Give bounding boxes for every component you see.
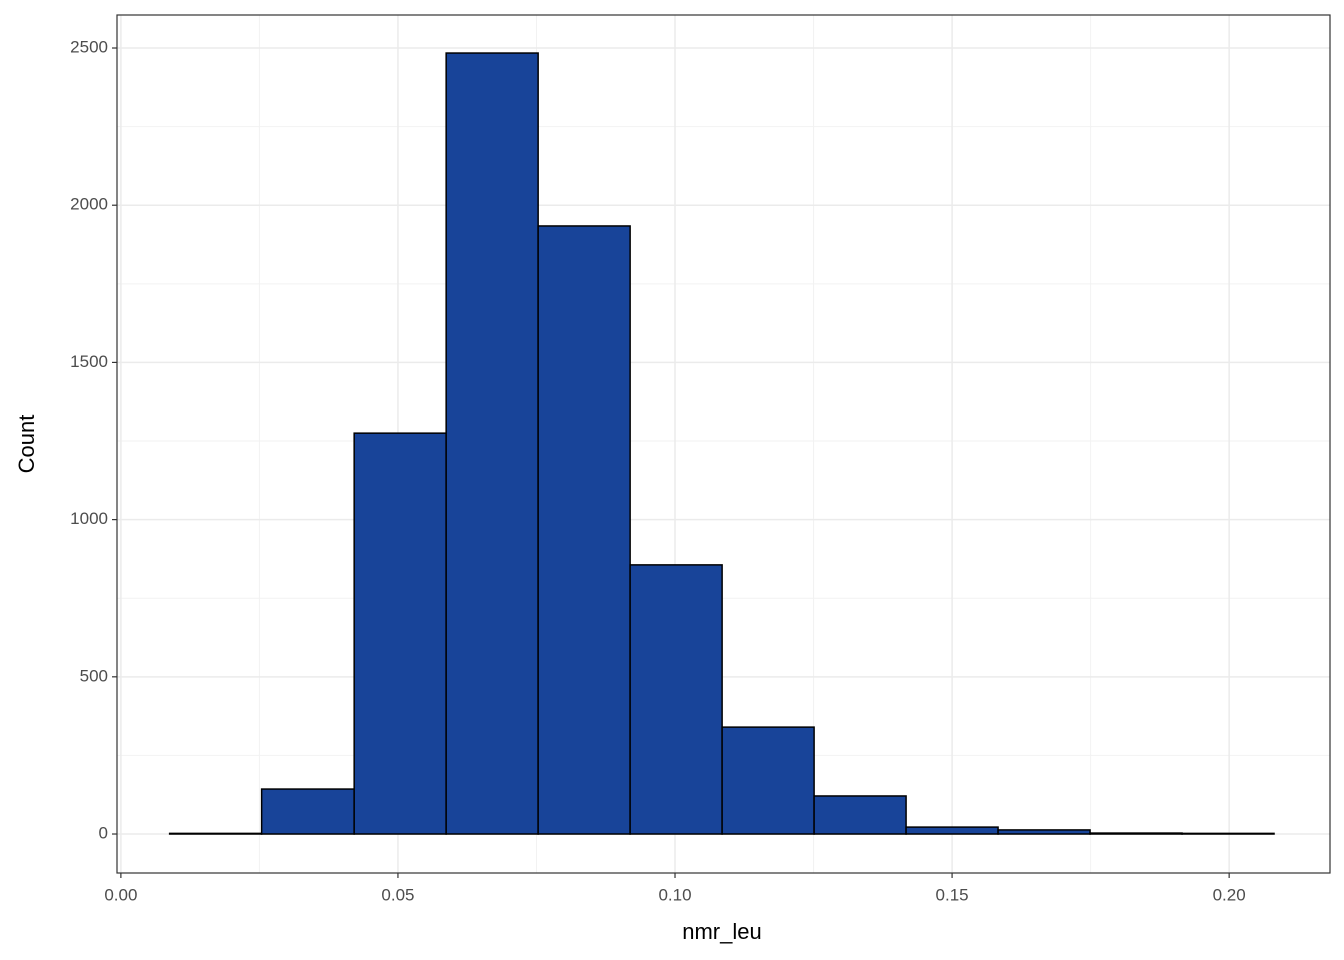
x-tick-label: 0.20 — [1213, 885, 1246, 904]
y-tick-label: 1500 — [70, 352, 108, 371]
axes: 0.00 0.05 0.10 0.15 0.20 0 500 1000 1500 2000 2500 — [70, 37, 1246, 904]
y-tick-label: 2000 — [70, 195, 108, 214]
bar — [813, 795, 907, 835]
bar — [260, 788, 355, 835]
x-tick-label: 0.15 — [936, 885, 969, 904]
bar — [1089, 832, 1183, 835]
panel-border — [116, 14, 1331, 874]
x-axis-title: nmr_leu — [682, 919, 761, 944]
bar — [721, 726, 815, 835]
y-tick-label: 0 — [99, 823, 108, 842]
x-tick-label: 0.00 — [104, 885, 137, 904]
bar — [537, 225, 631, 835]
bars — [168, 52, 1275, 835]
y-tick-label: 2500 — [70, 37, 108, 56]
bar — [445, 52, 539, 835]
bar — [629, 564, 723, 835]
y-axis-title: Count — [14, 415, 39, 474]
bar — [168, 832, 263, 835]
bar — [1181, 832, 1275, 835]
y-tick-label: 500 — [80, 666, 108, 685]
bar — [353, 432, 447, 835]
bar — [905, 826, 999, 835]
y-tick-label: 1000 — [70, 509, 108, 528]
bar — [997, 829, 1091, 835]
x-tick-label: 0.10 — [658, 885, 691, 904]
x-tick-label: 0.05 — [381, 885, 414, 904]
